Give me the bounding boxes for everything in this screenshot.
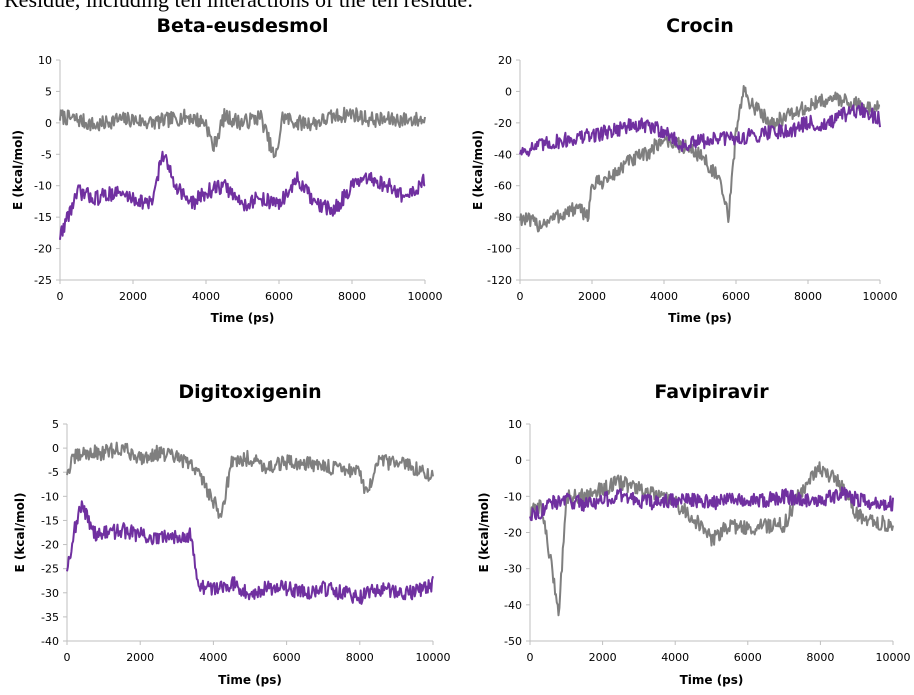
y-tick-label: 5 [52, 418, 59, 431]
y-tick-label: -40 [504, 599, 522, 612]
y-tick-label: 0 [45, 117, 52, 130]
y-tick-label: 10 [508, 418, 522, 431]
x-tick-label: 2000 [119, 290, 147, 303]
x-tick-label: 2000 [589, 651, 617, 664]
x-tick-label: 8000 [338, 290, 366, 303]
x-tick-label: 8000 [346, 651, 374, 664]
y-tick-label: -10 [41, 490, 59, 503]
x-tick-label: 8000 [794, 290, 822, 303]
chart-title: Crocin [666, 15, 734, 37]
x-tick-label: 8000 [806, 651, 834, 664]
x-axis-label: Time (ps) [218, 673, 282, 687]
y-tick-label: 0 [52, 442, 59, 455]
x-tick-label: 0 [527, 651, 534, 664]
y-tick-label: -25 [34, 274, 52, 287]
y-tick-label: -10 [504, 490, 522, 503]
y-tick-label: -15 [41, 514, 59, 527]
y-tick-label: -20 [494, 117, 512, 130]
y-tick-label: -15 [34, 211, 52, 224]
x-tick-label: 0 [517, 290, 524, 303]
y-tick-label: -80 [494, 211, 512, 224]
x-tick-label: 4000 [650, 290, 678, 303]
y-tick-label: -30 [41, 587, 59, 600]
x-tick-label: 6000 [722, 290, 750, 303]
y-tick-label: -120 [487, 274, 512, 287]
series-line-gray [529, 461, 894, 617]
y-tick-label: -5 [48, 466, 59, 479]
x-tick-label: 4000 [192, 290, 220, 303]
y-axis-label: E (kcal/mol) [477, 493, 491, 573]
x-tick-label: 10000 [416, 651, 451, 664]
caption-fragment: Residue, including ten interactions of t… [4, 0, 473, 13]
y-tick-label: -20 [41, 539, 59, 552]
series-line-gray [519, 85, 881, 233]
y-tick-label: -25 [41, 563, 59, 576]
y-tick-label: -5 [41, 148, 52, 161]
y-tick-label: 20 [498, 54, 512, 67]
chart-title: Favipiravir [654, 381, 769, 403]
x-tick-label: 10000 [408, 290, 443, 303]
chart-panel: Favipiravir -50 -40 -30 -20 -10 0 10 0 2000 4000 60… [477, 381, 911, 687]
y-tick-label: -10 [34, 180, 52, 193]
series-line-purple [519, 102, 881, 157]
chart-title: Beta-eusdesmol [156, 15, 328, 37]
y-tick-label: 5 [45, 85, 52, 98]
series-line-gray [59, 106, 426, 159]
series-line-purple [59, 150, 426, 240]
y-tick-label: -20 [34, 243, 52, 256]
y-tick-label: -60 [494, 180, 512, 193]
y-tick-label: -35 [41, 611, 59, 624]
x-tick-label: 6000 [734, 651, 762, 664]
y-tick-label: -30 [504, 563, 522, 576]
y-axis-label: E (kcal/mol) [13, 493, 27, 573]
x-tick-label: 2000 [578, 290, 606, 303]
y-tick-label: -50 [504, 635, 522, 648]
series-line-gray [66, 441, 434, 519]
x-tick-label: 2000 [126, 651, 154, 664]
y-tick-label: -40 [494, 148, 512, 161]
x-tick-label: 6000 [273, 651, 301, 664]
x-tick-label: 10000 [863, 290, 898, 303]
x-tick-label: 0 [64, 651, 71, 664]
x-axis-label: Time (ps) [680, 673, 744, 687]
y-tick-label: 10 [38, 54, 52, 67]
chart-panel: Digitoxigenin -40 -35 -30 -25 -20 -15 -10 -5 0 5 0 2… [13, 381, 451, 687]
chart-panel: Beta-eusdesmol -25 -20 -15 -10 -5 0 5 10 0 2000 400… [11, 15, 443, 325]
y-axis-label: E (kcal/mol) [11, 130, 25, 210]
series-line-purple [66, 500, 434, 605]
x-axis-label: Time (ps) [668, 311, 732, 325]
x-tick-label: 4000 [199, 651, 227, 664]
y-tick-label: -40 [41, 635, 59, 648]
y-tick-label: -100 [487, 243, 512, 256]
x-tick-label: 4000 [661, 651, 689, 664]
x-axis-label: Time (ps) [211, 311, 275, 325]
x-tick-label: 10000 [876, 651, 911, 664]
y-tick-label: 0 [515, 454, 522, 467]
x-tick-label: 6000 [265, 290, 293, 303]
y-tick-label: 0 [505, 85, 512, 98]
y-tick-label: -20 [504, 527, 522, 540]
x-tick-label: 0 [57, 290, 64, 303]
y-axis-label: E (kcal/mol) [471, 130, 485, 210]
chart-panel: Crocin -120 -100 -80 -60 -40 -20 0 20 0 2000 4000 60… [471, 15, 898, 325]
chart-title: Digitoxigenin [178, 381, 321, 403]
series-line-purple [529, 486, 894, 522]
